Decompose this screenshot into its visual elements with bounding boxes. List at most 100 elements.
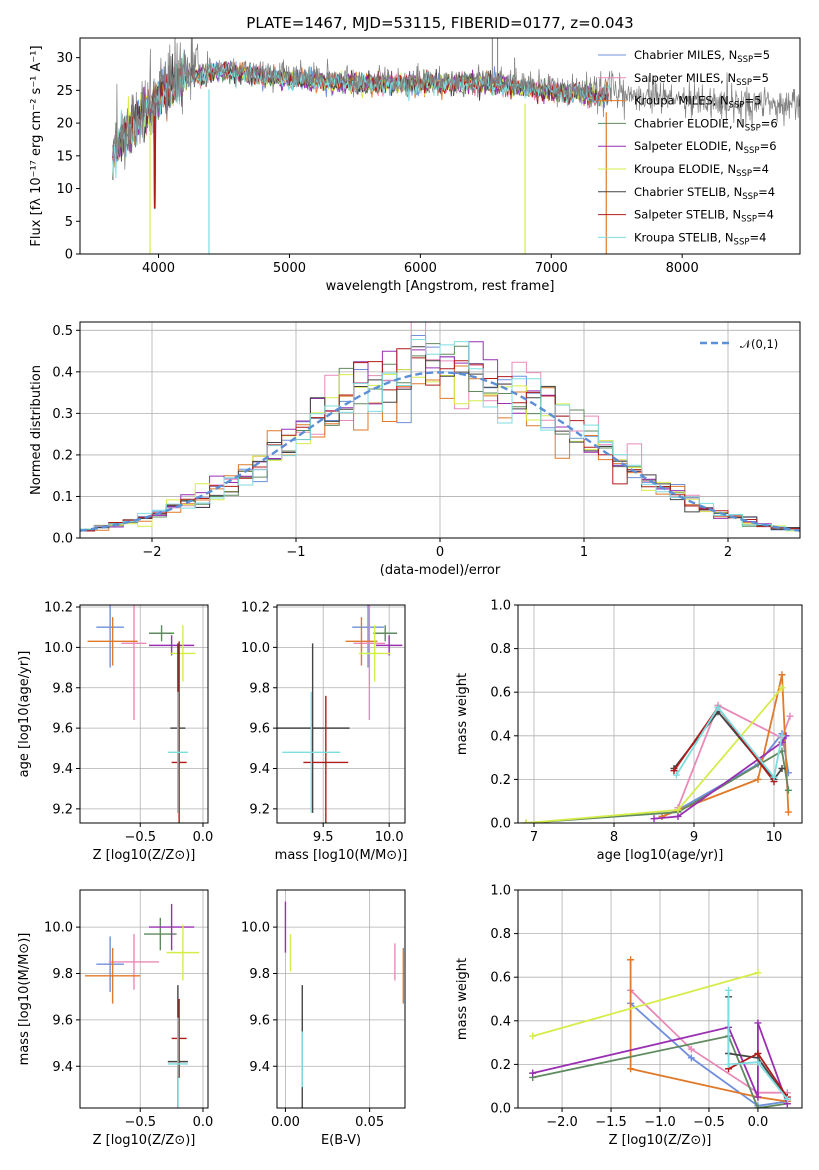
errorbar-point [167, 691, 188, 813]
errorbar-point [149, 635, 195, 656]
weight-series-line [677, 704, 791, 809]
plot-area [112, 38, 800, 254]
legend-label-tail: =5 [744, 94, 761, 108]
y-tick-label: 1.0 [490, 884, 511, 899]
weight-series-marker [786, 712, 794, 720]
legend-label: Chabrier STELIB, NSSP=4 [634, 185, 775, 202]
y-tick-label: 10.0 [44, 641, 73, 656]
weight-series-marker [529, 1032, 537, 1040]
legend-label-main: Salpeter ELODIE, N [634, 139, 744, 153]
panel-weight-vs-age: 7 8 9 10 0.0 0.2 0.4 0.6 0.8 1.0 age [log10(age/yr… [455, 599, 803, 863]
weight-series-marker [529, 1069, 537, 1077]
weight-series-marker [522, 819, 530, 823]
weight-series-marker [754, 969, 762, 977]
legend-label: 𝒩(0,1) [740, 337, 778, 351]
weight-series-marker [754, 1104, 762, 1108]
weight-series-marker [783, 1095, 791, 1103]
weight-series-marker [778, 671, 786, 679]
panel-age-vs-Z: −0.5 0.0 9.2 9.4 9.6 9.8 10.0 10.2 Z [log10(Z/Z⊙… [17, 601, 213, 863]
legend-label-tail: =5 [753, 48, 770, 62]
weight-series-line [525, 687, 783, 823]
errorbar-point [149, 625, 175, 642]
x-tick-label: 4000 [142, 261, 175, 276]
y-tick-label: 30 [56, 51, 73, 66]
y-axis-label: mass [log10(M/M⊙)] [17, 933, 32, 1066]
errorbar-point [352, 605, 384, 668]
legend-label: Kroupa ELODIE, NSSP=4 [634, 162, 769, 179]
y-tick-label: 9.8 [249, 967, 270, 982]
plot-area [87, 605, 196, 823]
y-tick-label: 20 [56, 117, 73, 132]
x-tick-label: 8 [610, 830, 618, 845]
axes-frame [79, 37, 801, 255]
y-tick-label: 0.0 [490, 1102, 511, 1117]
weight-series-marker [725, 986, 733, 994]
y-tick-label: 0.6 [490, 686, 511, 701]
legend-label-sub: SSP [736, 78, 752, 88]
weight-series-marker [784, 808, 792, 816]
histogram-step-line [80, 348, 800, 538]
legend-label-sub: SSP [729, 101, 745, 111]
y-axis-label: Flux [fλ 10⁻¹⁷ erg cm⁻² s⁻¹ A⁻¹] [29, 45, 44, 246]
weight-series-marker [674, 812, 682, 820]
legend-label: Kroupa STELIB, NSSP=4 [634, 230, 766, 247]
weight-series-line [525, 749, 790, 823]
y-tick-label: 10 [56, 182, 73, 197]
y-tick-label: 9.4 [249, 762, 270, 777]
y-axis-label: Normed distribution [29, 365, 44, 495]
legend-label-main: Chabrier MILES, N [634, 48, 737, 62]
weight-series-line [675, 705, 783, 780]
legend-label-main: Salpeter STELIB, N [634, 208, 741, 222]
x-tick-label: 9 [690, 830, 698, 845]
y-tick-label: 9.2 [52, 802, 73, 817]
axes-frame [79, 604, 209, 824]
y-tick-label: 9.8 [52, 681, 73, 696]
y-axis-label: mass weight [455, 673, 470, 755]
weight-series-marker [784, 786, 792, 794]
legend-label-sub: SSP [737, 55, 753, 65]
weight-series-line [653, 735, 787, 820]
y-tick-label: 15 [56, 149, 73, 164]
weight-series-marker [687, 1054, 695, 1062]
weight-series-marker [754, 1050, 762, 1057]
legend-label: Chabrier ELODIE, NSSP=6 [634, 116, 778, 133]
errorbar-point [149, 903, 195, 951]
x-tick-label: −1.5 [595, 1115, 627, 1130]
x-axis-label: mass [log10(M/M⊙)] [275, 848, 408, 863]
weight-series-line [532, 971, 759, 1037]
y-tick-label: 10.0 [241, 641, 270, 656]
weight-series-marker [754, 1093, 762, 1101]
y-tick-label: 10.0 [241, 921, 270, 936]
errorbar-point [375, 635, 403, 656]
legend-label-main: Kroupa MILES, N [634, 94, 729, 108]
axes-frame [79, 889, 209, 1109]
y-axis-label: mass weight [455, 958, 470, 1040]
legend-label-sub: SSP [734, 237, 750, 247]
y-tick-label: 0.0 [490, 817, 511, 832]
weight-series-marker [778, 732, 786, 740]
panel-age-vs-mass: 9.5 10.0 9.2 9.4 9.6 9.8 10.0 10.2 mass [log10(M… [241, 601, 408, 863]
plot-area [529, 956, 791, 1108]
errorbar-point [96, 605, 124, 668]
weight-series-marker [725, 1060, 733, 1068]
errorbar-point [170, 625, 196, 682]
x-axis-label: Z [log10(Z/Z⊙)] [93, 848, 196, 863]
legend-label-tail: =4 [749, 230, 766, 244]
panel-residuals: −2 −1 0 1 2 0.0 0.1 0.2 0.3 0.4 0.5 (data-model)/er… [29, 321, 801, 578]
weight-series-marker [778, 684, 786, 692]
plot-area [277, 605, 403, 823]
weight-series-marker [670, 767, 678, 775]
x-tick-label: 0.00 [271, 1115, 300, 1130]
x-tick-label: −1 [286, 545, 305, 560]
panels-layer: 4000 5000 6000 7000 8000051015202530waveleng… [17, 37, 803, 1148]
legend-label-tail: =4 [752, 162, 769, 176]
weight-series-marker [627, 956, 635, 964]
y-tick-label: 0.2 [490, 773, 511, 788]
errorbar-point [358, 625, 391, 682]
errorbar-point [121, 605, 147, 721]
weight-series-marker [674, 806, 682, 814]
spectrum-model-line [112, 52, 611, 181]
legend-label-main: Salpeter MILES, N [634, 71, 736, 85]
x-tick-label: −1.0 [644, 1115, 676, 1130]
